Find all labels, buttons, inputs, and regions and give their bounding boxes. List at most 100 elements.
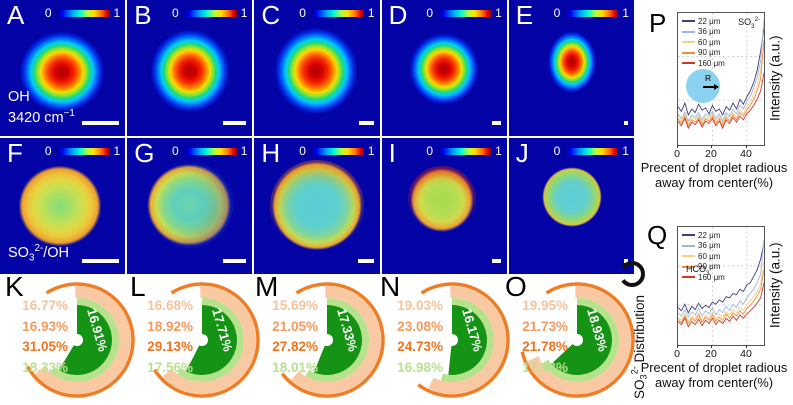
panel-letter-H: H — [261, 138, 281, 168]
legend-label: 90 μm — [698, 262, 721, 272]
panel-letter-G: G — [134, 138, 155, 168]
colorbar-gradient — [182, 147, 237, 155]
legend-label: 60 μm — [698, 37, 721, 47]
droplet-heatmap — [407, 166, 476, 234]
scale-bar — [358, 121, 374, 125]
legend-label: 22 μm — [698, 230, 721, 240]
donut-value-labels: 16.68% 18.92% 29.13% 17.56% — [131, 296, 193, 378]
y-axis-label-P: Intensity (a.u.) — [767, 35, 783, 121]
ring-value: 18.01% — [272, 359, 318, 375]
ring-value: 18.33% — [22, 359, 68, 375]
x-tick: 40 — [740, 348, 752, 360]
panel-letter-P: P — [649, 8, 667, 38]
ratio-panel-F: F 0 1 SO32-/OH — [0, 138, 126, 274]
ring-value: 27.82% — [272, 339, 318, 354]
legend-label: 90 μm — [698, 48, 721, 58]
donut-chart: 16.17% — [417, 282, 510, 398]
legend-P: 22 μm 36 μm 60 μm 90 μm 160 μm — [682, 16, 725, 69]
plot-Q-box: 22 μm 36 μm 60 μm 90 μm 160 μm HCO3− — [677, 226, 765, 346]
ratio-panel-I: I 0 1 — [381, 138, 507, 274]
droplet-heatmap — [17, 164, 103, 248]
legend-swatch — [682, 51, 695, 54]
colorbar: 0 1 — [553, 144, 629, 158]
scale-bar — [623, 121, 628, 125]
donut-panel-L: L 17.71% 16.68% 18.92% 29.13% 17.56% — [129, 271, 265, 405]
colorbar-min: 0 — [44, 6, 52, 20]
panel-letter-E: E — [515, 0, 534, 30]
open-circle-mark — [621, 261, 645, 287]
droplet-heatmap — [546, 30, 597, 94]
legend-swatch — [682, 255, 695, 258]
ir-panel-A: A 0 1 OH 3420 cm−1 — [0, 0, 126, 136]
colorbar-gradient — [55, 147, 110, 155]
colorbar: 0 1 — [299, 144, 375, 158]
panel-letter-J: J — [515, 138, 529, 168]
donut-value-labels: 15.69% 21.05% 27.82% 18.01% — [256, 296, 318, 378]
donut-panel-N: N 16.17% 19.03% 23.08% 24.73% 16.98% — [379, 271, 515, 405]
x-axis-label-line2: away from center(%) — [654, 375, 774, 390]
legend-swatch — [682, 20, 695, 23]
ring-value: 17.56% — [147, 359, 193, 375]
radius-arrowhead — [714, 83, 719, 90]
ring-value: 19.95% — [522, 298, 568, 313]
legend-label: 60 μm — [698, 251, 721, 261]
droplet-heatmap — [149, 28, 232, 114]
colorbar: 0 1 — [45, 6, 120, 20]
donut-value-labels: 19.03% 23.08% 24.73% 16.98% — [381, 296, 443, 378]
scale-bar — [82, 121, 120, 125]
panel-letter-M: M — [255, 271, 279, 302]
ring-value: 19.03% — [397, 298, 443, 313]
molecule-label: OH 3420 cm−1 — [8, 88, 75, 126]
legend-label: 22 μm — [698, 16, 721, 26]
x-tick: 40 — [740, 148, 752, 160]
plot-Q-species-label: HCO3− — [686, 263, 713, 277]
ring-value: 21.73% — [522, 318, 568, 334]
legend-swatch — [682, 41, 695, 44]
legend-swatch — [682, 244, 695, 247]
panel-letter-N: N — [380, 271, 401, 302]
x-axis-label-line1: Precent of droplet radious — [640, 360, 788, 375]
ring-value: 21.78% — [522, 339, 568, 354]
panel-letter-K: K — [5, 271, 24, 302]
ratio-panel-J: J 0 1 — [508, 138, 634, 274]
legend-swatch — [682, 62, 695, 65]
scale-bar — [223, 259, 247, 263]
scale-bar — [623, 259, 628, 263]
droplet-heatmap — [145, 162, 234, 248]
legend-label: 36 μm — [698, 27, 721, 37]
panel-letter-B: B — [134, 0, 152, 30]
plot-P-title: SO32- — [738, 16, 760, 30]
donut-panel-K: K 16.91% 16.77% 16.93% 31.05% 18.33% — [4, 271, 140, 405]
donut-chart: 18.93% — [520, 282, 635, 398]
radius-label: R — [705, 73, 712, 84]
ring-value: 31.05% — [22, 339, 68, 354]
legend-swatch — [682, 265, 695, 268]
colorbar-gradient — [182, 9, 237, 17]
legend-label: 36 μm — [698, 241, 721, 251]
droplet-radius-inset: R — [686, 69, 720, 103]
donut-panel-M: M 17.33% 15.69% 21.05% 27.82% 18.01% — [254, 271, 390, 405]
colorbar-gradient — [437, 147, 492, 155]
ring-value: 29.13% — [147, 339, 193, 354]
line-plot-P — [677, 13, 765, 145]
colorbar: 0 1 — [299, 6, 375, 20]
x-tick: 0 — [674, 148, 680, 160]
colorbar-gradient — [309, 147, 364, 155]
x-axis-label-line1: Precent of droplet radious — [640, 160, 788, 175]
colorbar-gradient — [309, 9, 364, 17]
ring-value: 17.93% — [522, 359, 568, 375]
panel-letter-Q: Q — [647, 220, 668, 250]
colorbar: 0 1 — [553, 6, 629, 20]
colorbar: 0 1 — [426, 6, 502, 20]
donut-panel-O: O 18.93% 19.95% 21.73% 21.78% 17.93% — [504, 271, 640, 405]
ir-panel-C: C 0 1 — [254, 0, 380, 136]
scale-bar — [223, 121, 247, 125]
scale-bar — [491, 121, 501, 125]
donut-value-labels: 19.95% 21.73% 21.78% 17.93% — [506, 296, 568, 378]
panel-letter-C: C — [261, 0, 281, 30]
panel-letter-F: F — [7, 138, 23, 168]
ir-panel-E: E 0 1 — [508, 0, 634, 136]
donut-chart: 16.91% — [26, 282, 135, 398]
ring-value: 24.73% — [397, 339, 443, 354]
droplet-heatmap — [273, 26, 360, 116]
